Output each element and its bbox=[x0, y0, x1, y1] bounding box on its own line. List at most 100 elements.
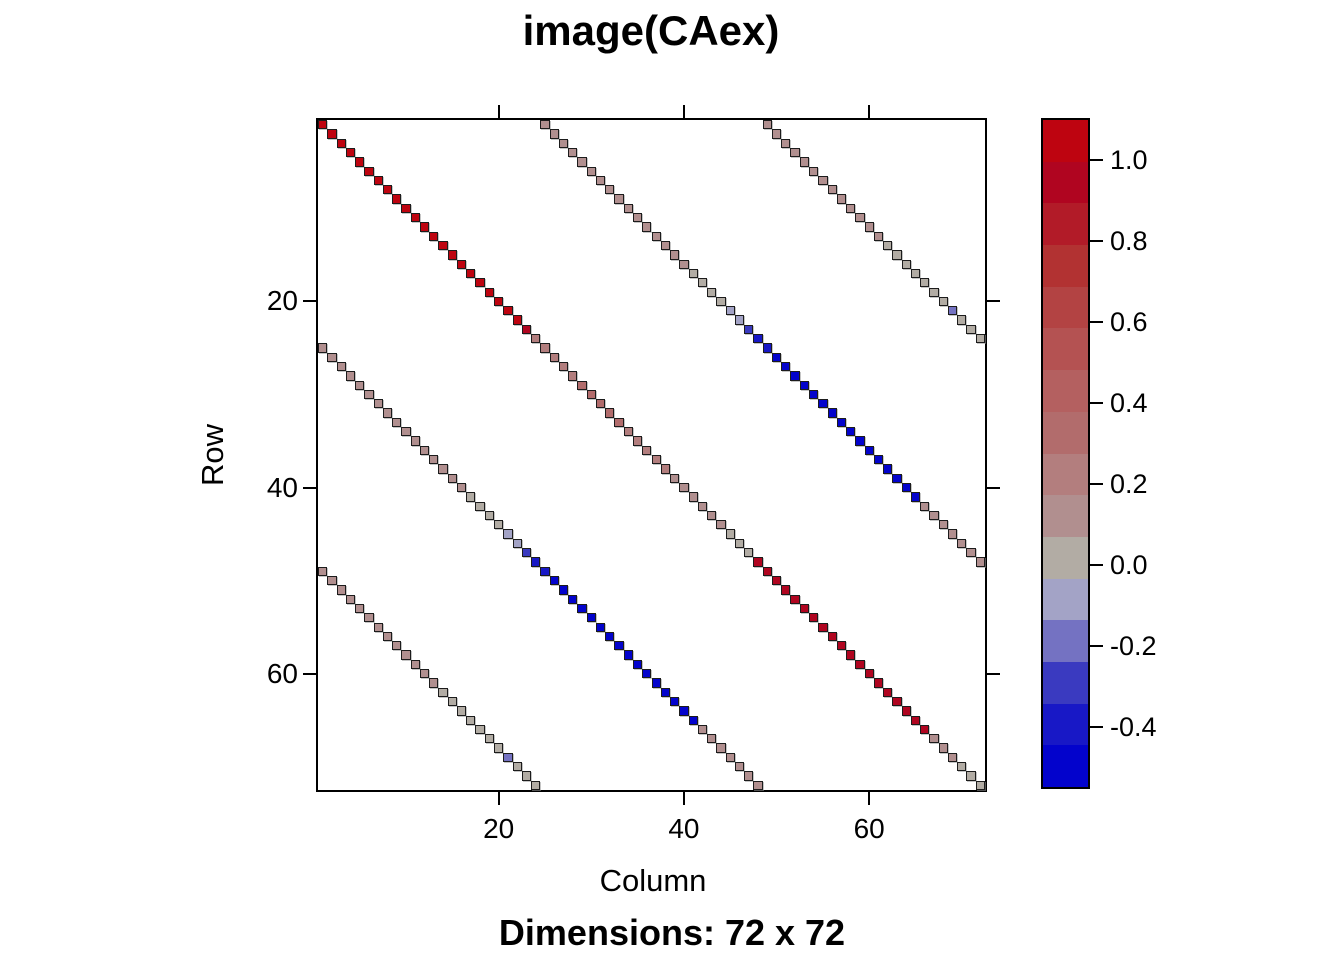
matrix-cell bbox=[642, 445, 652, 455]
matrix-cell bbox=[892, 250, 902, 260]
matrix-cell bbox=[632, 436, 643, 446]
x-axis-tick-label: 40 bbox=[668, 813, 700, 844]
y-axis-tick-label: 20 bbox=[266, 285, 298, 317]
matrix-cell bbox=[781, 361, 791, 372]
matrix-cell bbox=[475, 501, 485, 511]
matrix-cell bbox=[531, 780, 541, 790]
matrix-cell bbox=[846, 203, 856, 214]
matrix-cell bbox=[642, 222, 652, 232]
matrix-cell bbox=[327, 352, 337, 362]
matrix-cell bbox=[456, 259, 467, 269]
matrix-cell bbox=[920, 501, 930, 511]
matrix-cell bbox=[382, 408, 393, 418]
matrix-cell bbox=[512, 315, 522, 325]
matrix-cell bbox=[873, 455, 884, 465]
matrix-cell bbox=[947, 306, 958, 316]
matrix-cell bbox=[521, 771, 532, 781]
matrix-cell bbox=[753, 334, 763, 344]
matrix-cell bbox=[688, 268, 698, 279]
matrix-cell bbox=[697, 278, 708, 288]
heatmap-panel bbox=[316, 118, 987, 792]
matrix-cell bbox=[466, 715, 476, 725]
colorbar-band bbox=[1043, 620, 1088, 663]
colorbar-band bbox=[1043, 453, 1088, 496]
matrix-cell bbox=[512, 538, 522, 549]
matrix-cell bbox=[614, 417, 624, 428]
x-axis-title: Column bbox=[599, 863, 707, 898]
matrix-cell bbox=[966, 548, 976, 558]
matrix-cell bbox=[688, 492, 698, 502]
matrix-cell bbox=[531, 334, 541, 344]
matrix-cell bbox=[373, 399, 383, 409]
matrix-cell bbox=[808, 166, 819, 176]
matrix-cell bbox=[401, 650, 411, 660]
matrix-cell bbox=[947, 752, 958, 763]
matrix-cell bbox=[938, 296, 948, 307]
matrix-cell bbox=[947, 529, 958, 539]
matrix-cell bbox=[910, 492, 921, 502]
matrix-cell bbox=[549, 352, 559, 362]
colorbar-tick-label: 0.8 bbox=[1110, 226, 1148, 257]
colorbar-tick bbox=[1090, 483, 1103, 486]
matrix-cell bbox=[883, 687, 893, 697]
x-axis-tick-top bbox=[497, 105, 500, 118]
matrix-cell bbox=[466, 268, 476, 279]
matrix-cell bbox=[318, 343, 328, 353]
matrix-cell bbox=[679, 706, 689, 716]
matrix-cell bbox=[771, 352, 782, 362]
matrix-cell bbox=[762, 566, 772, 576]
matrix-cell bbox=[651, 231, 661, 241]
matrix-cell bbox=[623, 427, 633, 437]
matrix-cell bbox=[651, 678, 661, 688]
matrix-cell bbox=[336, 361, 346, 372]
colorbar-band bbox=[1043, 661, 1088, 705]
matrix-cell bbox=[957, 315, 967, 325]
matrix-cell bbox=[771, 575, 782, 586]
matrix-cell bbox=[392, 417, 402, 428]
y-axis-tick-right bbox=[987, 672, 1000, 675]
matrix-cell bbox=[456, 482, 467, 493]
colorbar-tick bbox=[1090, 402, 1103, 405]
matrix-cell bbox=[670, 250, 680, 260]
plot-title: image(CAex) bbox=[522, 7, 780, 54]
matrix-cell bbox=[827, 408, 837, 418]
y-axis-tick-label: 60 bbox=[266, 657, 298, 689]
matrix-cell bbox=[901, 706, 911, 716]
matrix-cell bbox=[660, 687, 670, 697]
colorbar-band bbox=[1043, 203, 1088, 246]
matrix-cell bbox=[642, 669, 652, 679]
matrix-cell bbox=[345, 147, 356, 158]
matrix-cell bbox=[734, 538, 745, 549]
matrix-cell bbox=[614, 194, 624, 204]
matrix-cell bbox=[660, 240, 670, 251]
matrix-cell bbox=[836, 641, 847, 651]
matrix-cell bbox=[466, 492, 476, 502]
y-axis-tick-right bbox=[987, 300, 1000, 303]
matrix-cell bbox=[670, 696, 680, 707]
matrix-cell bbox=[410, 213, 420, 223]
matrix-cell bbox=[632, 659, 643, 670]
colorbar-band bbox=[1043, 120, 1088, 163]
matrix-cell bbox=[484, 734, 494, 744]
matrix-cell bbox=[447, 473, 457, 483]
colorbar-tick-label: -0.4 bbox=[1110, 712, 1157, 743]
matrix-cell bbox=[494, 520, 504, 530]
matrix-cell bbox=[336, 138, 346, 148]
matrix-cell bbox=[503, 752, 513, 763]
matrix-cell bbox=[521, 548, 532, 558]
matrix-cell bbox=[392, 641, 402, 651]
matrix-cell bbox=[883, 240, 893, 251]
matrix-cell bbox=[753, 780, 763, 790]
matrix-cell bbox=[808, 389, 819, 400]
colorbar-tick-label: 1.0 bbox=[1110, 145, 1148, 176]
colorbar-tick bbox=[1090, 159, 1103, 162]
matrix-cell bbox=[623, 650, 633, 660]
colorbar-tick-label: 0.4 bbox=[1110, 388, 1148, 419]
matrix-cell bbox=[549, 129, 559, 139]
matrix-cell bbox=[494, 743, 504, 753]
y-axis-tick bbox=[303, 486, 316, 489]
matrix-cell bbox=[966, 771, 976, 781]
matrix-cell bbox=[605, 631, 615, 642]
matrix-cell bbox=[799, 380, 809, 390]
matrix-cell bbox=[577, 603, 587, 614]
